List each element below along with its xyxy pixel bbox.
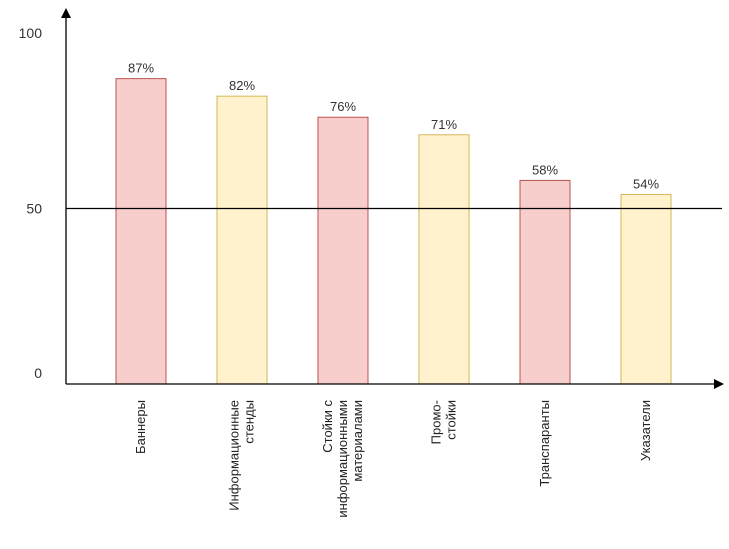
category-label-2-line-1: Информационные: [227, 400, 242, 511]
data-label-4: 71%: [431, 117, 457, 132]
category-label-1-line-1: Баннеры: [133, 400, 148, 454]
y-tick-label-0: 0: [34, 365, 42, 381]
category-label-2-line-2: стенды: [242, 400, 257, 444]
bar-3: [317, 116, 369, 385]
category-label-4-line-1: Промо-: [429, 400, 444, 444]
bar-4: [418, 134, 470, 385]
bar-2: [216, 95, 268, 385]
data-label-1: 87%: [128, 61, 154, 76]
bar-1: [115, 78, 167, 385]
category-label-3-line-1: Стойки с: [320, 400, 335, 453]
data-label-5: 58%: [532, 162, 558, 177]
y-tick-label-100: 100: [19, 25, 43, 41]
category-label-5-line-1: Транспаранты: [537, 400, 552, 487]
y-tick-label-50: 50: [26, 201, 42, 217]
labels-group: 87% 82% 76% 71% 58% 54% 0 50 100 Баннеры Информаци…: [19, 25, 660, 518]
category-label-3-line-2: информационными: [335, 400, 350, 518]
axes-group: [61, 8, 724, 389]
bars-group: [115, 78, 672, 385]
data-label-6: 54%: [633, 176, 659, 191]
bar-5: [519, 179, 571, 385]
data-label-2: 82%: [229, 78, 255, 93]
bar-6: [620, 193, 672, 385]
category-label-4-line-2: стойки: [444, 400, 459, 440]
category-label-3-line-3: материалами: [350, 400, 365, 482]
data-label-3: 76%: [330, 99, 356, 114]
category-label-6-line-1: Указатели: [638, 400, 653, 461]
